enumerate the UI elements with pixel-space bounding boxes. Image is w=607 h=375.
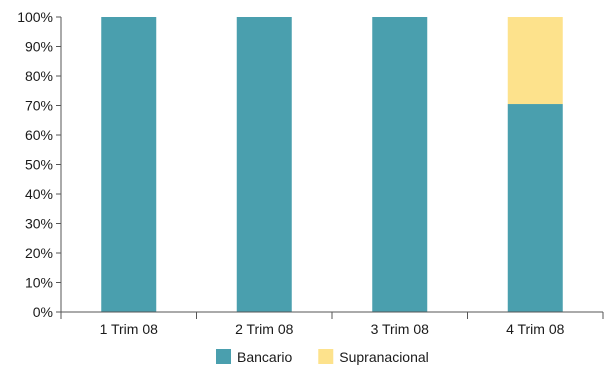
x-tick-label-2: 2 Trim 08 bbox=[235, 321, 294, 337]
y-tick-label-100: 100% bbox=[17, 9, 53, 25]
bar-supranacional-4 bbox=[507, 17, 563, 105]
bar-bancario-1 bbox=[101, 17, 157, 312]
y-tick-label-20: 20% bbox=[25, 245, 53, 261]
y-tick-label-60: 60% bbox=[25, 127, 53, 143]
y-tick-label-40: 40% bbox=[25, 186, 53, 202]
y-tick-label-30: 30% bbox=[25, 216, 53, 232]
x-tick-label-1: 1 Trim 08 bbox=[100, 321, 159, 337]
x-tick-label-4: 4 Trim 08 bbox=[506, 321, 565, 337]
y-tick-label-70: 70% bbox=[25, 98, 53, 114]
axes-layer: 0% 10% 20% 30% 40% 50% 60% 70% 80% 90% 100% 1 Trim … bbox=[17, 9, 604, 337]
y-tick-label-90: 90% bbox=[25, 39, 53, 55]
x-tick-label-3: 3 Trim 08 bbox=[371, 321, 430, 337]
bars-layer bbox=[101, 17, 563, 312]
y-tick-label-80: 80% bbox=[25, 68, 53, 84]
legend-label-supranacional: Supranacional bbox=[339, 349, 429, 365]
legend-swatch-bancario bbox=[216, 349, 231, 364]
y-tick-label-50: 50% bbox=[25, 157, 53, 173]
y-tick-label-0: 0% bbox=[33, 304, 53, 320]
bar-bancario-2 bbox=[236, 17, 292, 312]
y-tick-label-10: 10% bbox=[25, 275, 53, 291]
legend-label-bancario: Bancario bbox=[237, 349, 292, 365]
legend: Bancario Supranacional bbox=[216, 349, 429, 365]
legend-swatch-supranacional bbox=[318, 349, 334, 364]
bar-bancario-4 bbox=[507, 104, 563, 312]
bar-bancario-3 bbox=[372, 17, 428, 312]
